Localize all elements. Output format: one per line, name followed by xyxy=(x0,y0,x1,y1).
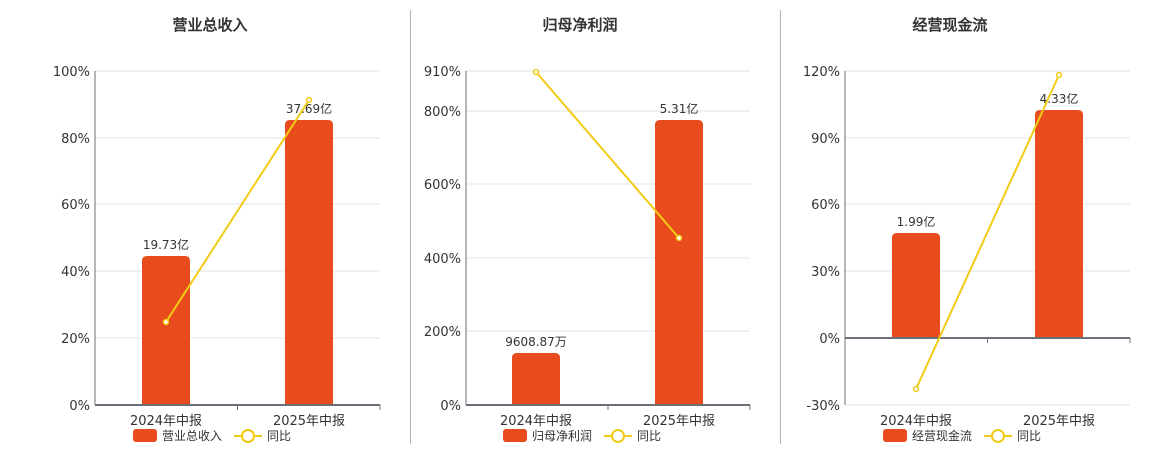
chart-legend: 经营现金流 同比 xyxy=(883,427,1041,444)
x-tick-label: 2024年中报 xyxy=(500,414,572,429)
legend-bar-label[interactable]: 营业总收入 xyxy=(162,429,223,443)
chart-legend: 营业总收入 同比 xyxy=(133,427,291,444)
yoy-line xyxy=(165,99,310,323)
bar[interactable] xyxy=(892,233,940,338)
bar[interactable] xyxy=(142,256,190,405)
y-tick-label: 60% xyxy=(61,198,90,213)
y-tick-label: 0% xyxy=(440,399,461,414)
x-tick-label: 2025年中报 xyxy=(643,414,715,429)
legend-line-label[interactable]: 同比 xyxy=(267,429,292,443)
bar-value-label: 9608.87万 xyxy=(505,335,567,349)
yoy-point[interactable] xyxy=(532,68,540,76)
bar[interactable] xyxy=(512,353,560,405)
x-tick-label: 2024年中报 xyxy=(130,414,202,429)
panel-divider xyxy=(780,10,781,444)
yoy-point[interactable] xyxy=(912,385,920,393)
yoy-point[interactable] xyxy=(305,96,313,104)
y-tick-label: 600% xyxy=(424,178,461,193)
y-tick-label: 910% xyxy=(424,65,461,80)
yoy-point[interactable] xyxy=(1055,71,1063,79)
legend-line-label[interactable]: 同比 xyxy=(1017,429,1042,443)
x-tick-label: 2024年中报 xyxy=(880,414,952,429)
chart-panel-net-profit: 归母净利润 xyxy=(410,0,750,450)
y-tick-label: 90% xyxy=(811,132,840,147)
y-tick-label: 0% xyxy=(69,399,90,414)
y-tick-label: 800% xyxy=(424,105,461,120)
y-tick-label: 200% xyxy=(424,325,461,340)
y-tick-label: 30% xyxy=(811,265,840,280)
y-tick-label: 60% xyxy=(811,198,840,213)
legend-line-label[interactable]: 同比 xyxy=(637,429,662,443)
panel-divider xyxy=(410,10,411,444)
bar-value-label: 1.99亿 xyxy=(897,214,936,229)
legend-bar-label[interactable]: 归母净利润 xyxy=(532,429,593,443)
yoy-line xyxy=(535,71,680,239)
y-tick-label: 0% xyxy=(819,332,840,347)
x-tick-label: 2025年中报 xyxy=(1023,414,1095,429)
y-tick-label: 40% xyxy=(61,265,90,280)
yoy-point[interactable] xyxy=(162,318,170,326)
legend-line-marker-icon[interactable] xyxy=(604,428,633,443)
legend-bar-swatch[interactable] xyxy=(883,429,907,442)
y-tick-label: 100% xyxy=(53,65,90,80)
x-tick-label: 2025年中报 xyxy=(273,414,345,429)
chart-title: 归母净利润 xyxy=(542,16,618,34)
y-tick-label: 400% xyxy=(424,252,461,267)
yoy-line xyxy=(915,74,1060,390)
chart-title: 经营现金流 xyxy=(912,16,988,34)
y-tick-label: 80% xyxy=(61,132,90,147)
bar[interactable] xyxy=(1035,110,1083,338)
bar-value-label: 5.31亿 xyxy=(660,101,699,116)
legend-line-marker-icon[interactable] xyxy=(984,428,1013,443)
yoy-point[interactable] xyxy=(675,234,683,242)
bar[interactable] xyxy=(655,120,703,405)
y-tick-label: 120% xyxy=(803,65,840,80)
legend-bar-swatch[interactable] xyxy=(133,429,157,442)
chart-panel-revenue: 营业总收入 xyxy=(40,0,380,450)
bar-value-label: 19.73亿 xyxy=(143,237,189,252)
y-tick-label: 20% xyxy=(61,332,90,347)
legend-bar-swatch[interactable] xyxy=(503,429,527,442)
legend-line-marker-icon[interactable] xyxy=(234,428,263,443)
bar-value-label: 37.69亿 xyxy=(286,101,332,116)
y-tick-label: -30% xyxy=(806,399,840,414)
bar[interactable] xyxy=(285,120,333,405)
legend-bar-label[interactable]: 经营现金流 xyxy=(912,429,973,443)
chart-legend: 归母净利润 同比 xyxy=(503,427,661,444)
chart-panel-cash-flow: 经营现金流 xyxy=(780,0,1120,450)
chart-title: 营业总收入 xyxy=(172,16,248,34)
